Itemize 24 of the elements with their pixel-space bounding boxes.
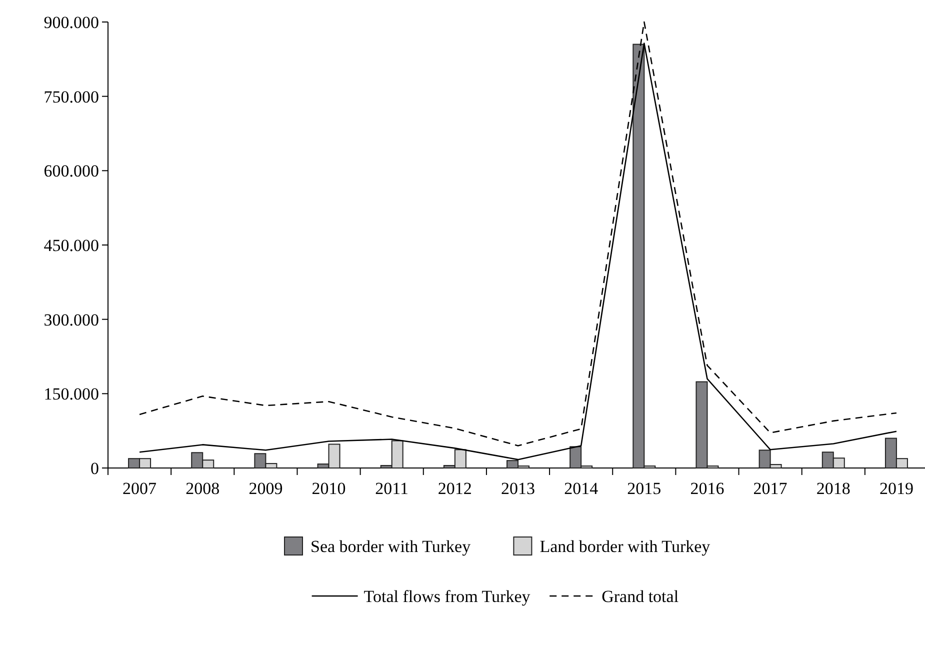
y-tick-label: 300.000 [44, 310, 99, 330]
x-tick-label: 2007 [122, 479, 158, 498]
x-tick-label: 2010 [312, 479, 346, 498]
y-tick-label: 450.000 [44, 236, 99, 255]
y-tick-label: 750.000 [44, 87, 99, 106]
x-tick-label: 2009 [248, 479, 283, 498]
legend-label: Grand total [602, 586, 679, 606]
x-tick-label: 2008 [186, 479, 220, 498]
x-tick-label: 2013 [501, 479, 535, 498]
legend-label: Sea border with Turkey [310, 536, 472, 556]
legend-label: Land border with Turkey [540, 536, 711, 556]
x-tick-label: 2018 [816, 479, 850, 498]
x-tick-label: 2017 [753, 479, 788, 498]
y-tick-label: 150.000 [44, 384, 99, 404]
x-tick-label: 2011 [375, 479, 409, 498]
x-tick-label: 2016 [690, 479, 724, 498]
y-tick-label: 0 [90, 458, 99, 478]
x-tick-label: 2012 [438, 479, 472, 498]
legend-label: Total flows from Turkey [364, 586, 531, 606]
x-tick-label: 2014 [564, 479, 599, 498]
x-tick-label: 2019 [879, 479, 914, 498]
y-tick-label: 900.000 [44, 12, 99, 32]
x-tick-label: 2015 [627, 479, 662, 498]
y-tick-label: 600.000 [44, 162, 99, 181]
